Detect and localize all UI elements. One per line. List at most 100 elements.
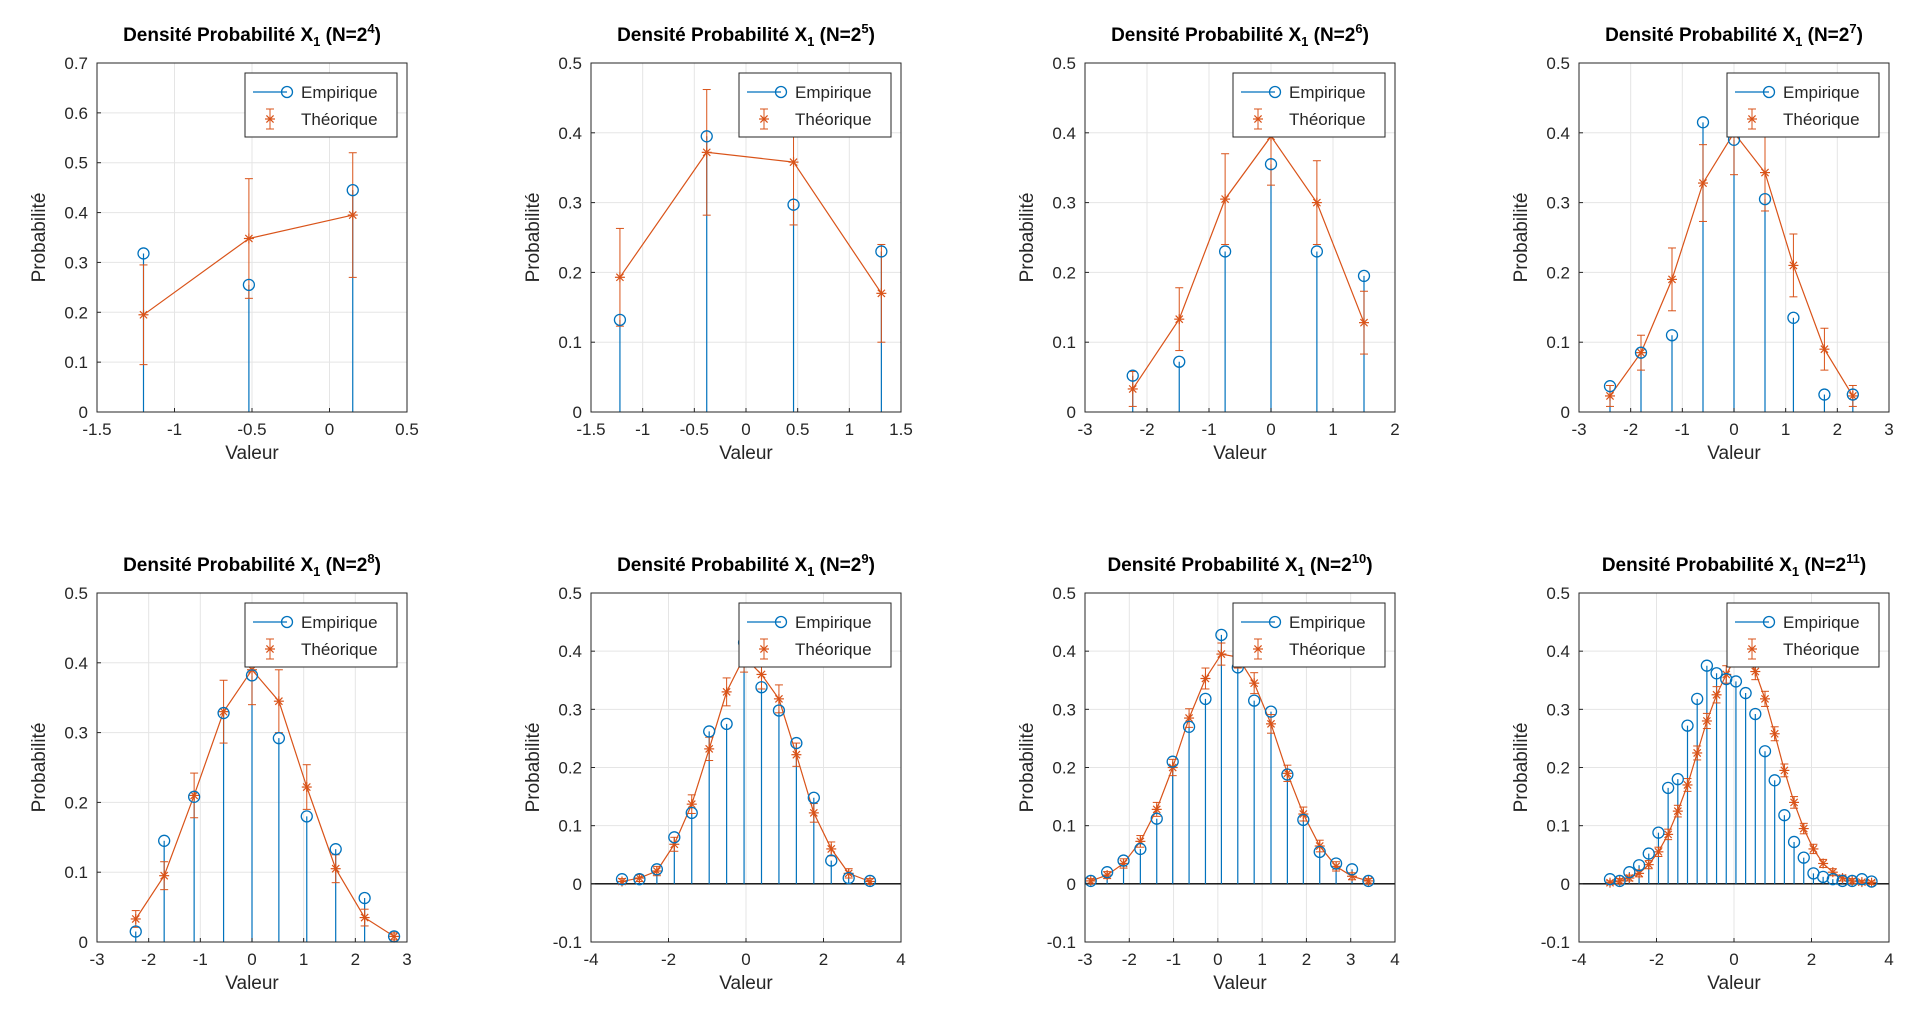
theoretical-point: [788, 157, 799, 168]
theoretical-point: [1605, 877, 1615, 888]
theoretical-point: [1788, 260, 1799, 271]
x-tick-label: 0.5: [786, 420, 810, 439]
empirical-point: [1218, 245, 1232, 258]
title-main: Densité Probabilité X: [1111, 25, 1301, 46]
x-tick-label: 2: [351, 950, 360, 969]
theoretical-point: [614, 272, 625, 283]
legend-empirical-marker: [1268, 615, 1282, 629]
empirical-point: [1117, 854, 1130, 867]
empirical-point: [807, 791, 820, 804]
x-tick-label: 0: [1266, 420, 1275, 439]
x-tick-label: -1: [1201, 420, 1216, 439]
title-n: (N=2: [320, 25, 367, 46]
title-exponent: 6: [1355, 21, 1362, 36]
empirical-point: [1632, 859, 1646, 872]
theoretical-point: [843, 868, 854, 879]
chart-title: Densité Probabilité X1 (N=24): [123, 21, 381, 49]
y-tick-label: 0.5: [64, 154, 88, 173]
y-tick-label: -0.1: [553, 933, 582, 952]
legend-empirical-marker: [774, 85, 788, 99]
theoretical-point: [1698, 178, 1708, 189]
empirical-point: [1768, 774, 1781, 787]
chart-panel-8: -4 -2 0 2 4 -0.1 0 0.1 0.2 0.3 0.4 0.5 Valeur Probabi…: [1511, 551, 1894, 994]
legend-theoretical-label: Théorique: [301, 640, 378, 659]
y-tick-label: 0.1: [1052, 817, 1076, 836]
x-tick-label: -0.5: [680, 420, 709, 439]
x-tick-label: -2: [141, 950, 156, 969]
empirical-point: [755, 681, 768, 694]
theoretical-point: [218, 706, 229, 717]
x-tick-label: 0: [325, 420, 334, 439]
y-axis-label: Probabilité: [1511, 723, 1532, 813]
x-axis-label: Valeur: [225, 443, 279, 464]
y-tick-label: 0.5: [1052, 584, 1076, 603]
x-tick-label: 2: [1807, 950, 1816, 969]
empirical-point: [615, 873, 629, 886]
legend-empirical-label: Empirique: [1289, 613, 1366, 632]
empirical-point: [1362, 874, 1375, 888]
theoretical-point: [1653, 846, 1664, 857]
theoretical-point: [808, 807, 819, 818]
title-subscript: 1: [1298, 564, 1305, 579]
theoretical-point: [1667, 274, 1677, 285]
title-exponent: 4: [367, 21, 375, 36]
y-tick-label: 0.1: [558, 333, 582, 352]
theoretical-point: [1636, 347, 1646, 358]
title-main: Densité Probabilité X: [617, 25, 807, 46]
empirical-point: [358, 891, 371, 905]
theoretical-point: [1311, 197, 1322, 208]
y-tick-label: 0.4: [1546, 642, 1570, 661]
x-tick-label: -1: [635, 420, 650, 439]
theoretical-point: [301, 782, 312, 793]
x-tick-label: -4: [1571, 950, 1586, 969]
title-main: Densité Probabilité X: [1602, 555, 1792, 576]
title-main: Densité Probabilité X: [123, 555, 313, 576]
theoretical-line: [135, 668, 395, 937]
empirical-point: [1665, 329, 1679, 342]
theoretical-point: [773, 693, 784, 704]
title-subscript: 1: [1792, 564, 1799, 579]
empirical-point: [1281, 768, 1294, 781]
y-tick-label: 0.1: [64, 863, 88, 882]
x-tick-label: 3: [1346, 950, 1355, 969]
title-close: ): [1366, 555, 1372, 576]
title-main: Densité Probabilité X: [1605, 25, 1795, 46]
legend-theoretical-label: Théorique: [795, 110, 872, 129]
title-subscript: 1: [807, 564, 814, 579]
y-tick-label: 0.4: [1546, 124, 1570, 143]
theoretical-point: [1282, 768, 1293, 779]
theoretical-point: [347, 210, 358, 221]
x-tick-label: 1: [845, 420, 854, 439]
empirical-point: [1100, 866, 1114, 879]
title-subscript: 1: [807, 34, 814, 49]
legend: Empirique Théorique: [738, 602, 892, 668]
title-n: (N=2: [1799, 555, 1846, 576]
empirical-point: [1739, 686, 1752, 700]
empirical-point: [1797, 851, 1810, 864]
theoretical-point: [686, 799, 697, 810]
theoretical-line: [1132, 135, 1365, 390]
theoretical-point: [1779, 765, 1790, 776]
y-tick-label: -0.1: [1541, 933, 1570, 952]
x-tick-label: 4: [1390, 950, 1399, 969]
title-close: ): [375, 555, 381, 576]
theoretical-point: [1692, 747, 1703, 758]
y-tick-label: 0.2: [1546, 263, 1570, 282]
title-exponent: 11: [1846, 551, 1860, 566]
x-tick-label: 1.5: [889, 420, 913, 439]
legend-empirical-label: Empirique: [1289, 83, 1366, 102]
theoretical-point: [1721, 669, 1732, 680]
theoretical-point: [1184, 713, 1195, 724]
legend-theoretical-label: Théorique: [1783, 110, 1860, 129]
theoretical-point: [1711, 689, 1722, 700]
empirical-point: [1846, 388, 1859, 401]
y-tick-label: 0.4: [558, 124, 582, 143]
y-tick-label: 0.5: [1052, 54, 1076, 73]
x-axis-label: Valeur: [719, 443, 773, 464]
theoretical-point: [791, 749, 802, 760]
empirical-point: [1729, 675, 1743, 688]
legend-theoretical-label: Théorique: [301, 110, 378, 129]
empirical-point: [1357, 269, 1371, 283]
title-exponent: 10: [1352, 551, 1366, 566]
legend-theoretical-label: Théorique: [1783, 640, 1860, 659]
